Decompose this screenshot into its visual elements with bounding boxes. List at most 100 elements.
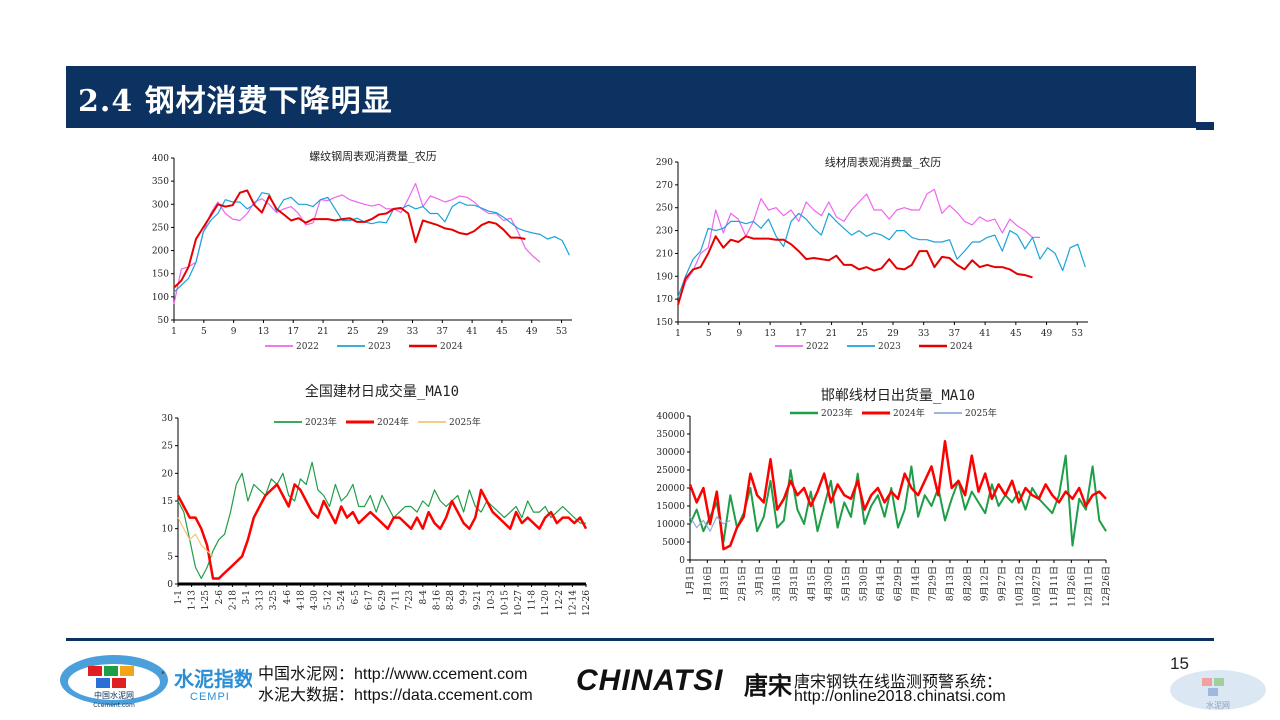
x-tick-label: 5	[201, 327, 207, 337]
footer-divider	[66, 638, 1214, 641]
ccement-logo: 中国水泥网 Ccement.com	[60, 655, 168, 709]
x-tick-label: 4-30	[310, 590, 320, 610]
footer-ccement-link[interactable]: 中国水泥网：http://www.ccement.com	[258, 666, 528, 683]
x-tick-label: 41	[466, 327, 477, 337]
series-line-2023年	[177, 461, 586, 580]
x-tick-label: 6-5	[351, 590, 361, 605]
x-tick-label: 10-3	[487, 590, 497, 610]
x-tick-label: 21	[826, 329, 837, 339]
x-tick-label: 33	[918, 329, 930, 339]
x-tick-label: 5-12	[324, 590, 334, 610]
x-tick-label: 1月31日	[720, 566, 731, 601]
series-line-2023	[173, 192, 570, 293]
legend-label: 2024年	[893, 407, 925, 419]
x-tick-label: 12-2	[555, 590, 565, 610]
footer-tangsong-link[interactable]: http://online2018.chinatsi.com	[794, 688, 1006, 705]
page-number: 15	[1170, 654, 1189, 673]
x-tick-label: 12月26日	[1101, 566, 1112, 607]
cempi-logo: 水泥指数 CEMPI	[174, 667, 252, 703]
x-tick-label: 13	[764, 329, 776, 339]
x-tick-label: 9	[737, 329, 743, 339]
y-tick-label: 25000	[656, 466, 685, 476]
x-tick-label: 3-13	[256, 590, 266, 610]
legend-label: 2023年	[821, 407, 853, 419]
y-tick-label: 10000	[656, 520, 685, 530]
legend-label: 2025年	[965, 407, 997, 419]
x-tick-label: 8月13日	[945, 566, 956, 601]
x-tick-label: 11月26日	[1066, 566, 1077, 607]
series-line-2023年	[689, 454, 1107, 547]
x-tick-label: 9-9	[460, 590, 470, 605]
y-tick-label: 100	[152, 293, 169, 303]
x-tick-label: 8-4	[419, 590, 429, 605]
legend-label: 2024	[440, 342, 463, 352]
x-tick-label: 1	[675, 329, 681, 339]
chart-wire-rod-consumption: 线材周表观消费量_农历 150 170 190 210 230 250 270 290 1 5 9 13…	[656, 155, 1088, 352]
y-tick-label: 15	[162, 497, 174, 507]
footer-data-link[interactable]: 水泥大数据：https://data.ccement.com	[258, 687, 533, 704]
x-tick-label: 1-1	[174, 590, 184, 605]
x-tick-label: 5月15日	[841, 566, 852, 601]
y-tick-label: 200	[152, 247, 169, 257]
x-tick-label: 11-20	[541, 590, 551, 616]
chart-title: 全国建材日成交量_MA10	[305, 383, 459, 400]
x-tick-label: 1月1日	[685, 566, 696, 595]
ccement-logo-text: 中国水泥网	[94, 690, 134, 700]
x-tick-label: 9月27日	[997, 566, 1008, 601]
series-line-2025年	[689, 516, 731, 532]
series-line-2024年	[176, 483, 588, 580]
x-tick-label: 45	[1010, 329, 1022, 339]
chart-rebar-consumption: 螺纹钢周表观消费量_农历 50 100 150 200 250 300 350 400 1 5 9 13…	[152, 149, 572, 352]
x-tick-label: 7月14日	[910, 566, 921, 601]
x-tick-label: 21	[317, 327, 328, 337]
series-line-2024	[677, 235, 1033, 306]
x-tick-label: 25	[857, 329, 869, 339]
x-tick-label: 9-21	[473, 590, 483, 610]
x-tick-label: 7-11	[392, 590, 402, 610]
x-tick-label: 9	[231, 327, 237, 337]
x-tick-label: 3-25	[269, 590, 279, 610]
x-tick-label: 5-24	[337, 590, 347, 610]
cempi-logo-text: 水泥指数	[174, 667, 252, 691]
y-tick-label: 400	[152, 154, 169, 164]
x-tick-label: 3月1日	[754, 566, 765, 595]
x-tick-label: 7月29日	[928, 566, 939, 601]
x-tick-label: 1	[171, 327, 177, 337]
title-bar	[66, 66, 1196, 128]
x-tick-label: 53	[556, 327, 568, 337]
series-line-2022	[173, 182, 541, 304]
footer-tangsong-label: 唐宋钢铁在线监测预警系统：	[794, 674, 1003, 691]
x-tick-label: 11-8	[528, 590, 538, 610]
y-tick-label: 270	[656, 181, 673, 191]
x-tick-label: 2月15日	[737, 566, 748, 601]
x-tick-label: 6-17	[364, 590, 374, 610]
y-tick-label: 15000	[656, 502, 685, 512]
y-tick-label: 35000	[656, 430, 685, 440]
y-tick-label: 230	[656, 227, 673, 237]
x-tick-label: 2-18	[228, 590, 238, 610]
x-tick-label: 1-25	[201, 590, 211, 610]
x-tick-label: 8-28	[446, 590, 456, 610]
x-tick-label: 10-27	[514, 590, 524, 616]
x-tick-label: 49	[1041, 329, 1053, 339]
x-tick-label: 6月29日	[893, 566, 904, 601]
x-tick-label: 10-15	[500, 590, 510, 616]
x-tick-label: 45	[496, 327, 508, 337]
x-tick-label: 2-6	[215, 590, 225, 605]
y-tick-label: 210	[656, 249, 673, 259]
chinatsi-logo-cn: 唐宋	[744, 671, 792, 700]
x-tick-label: 4-6	[283, 590, 293, 605]
x-tick-label: 8-16	[432, 590, 442, 610]
y-tick-label: 290	[656, 158, 673, 168]
chart-title: 线材周表观消费量_农历	[825, 155, 942, 169]
x-tick-label: 12-26	[582, 590, 592, 616]
y-tick-label: 190	[656, 272, 673, 282]
x-tick-label: 17	[795, 329, 807, 339]
y-tick-label: 25	[162, 442, 174, 452]
series-line-2024年	[688, 439, 1107, 551]
y-tick-label: 250	[656, 204, 673, 214]
legend-label: 2022	[806, 342, 829, 352]
y-tick-label: 5	[167, 552, 173, 562]
y-tick-label: 250	[152, 223, 169, 233]
legend-label: 2023年	[305, 416, 337, 428]
